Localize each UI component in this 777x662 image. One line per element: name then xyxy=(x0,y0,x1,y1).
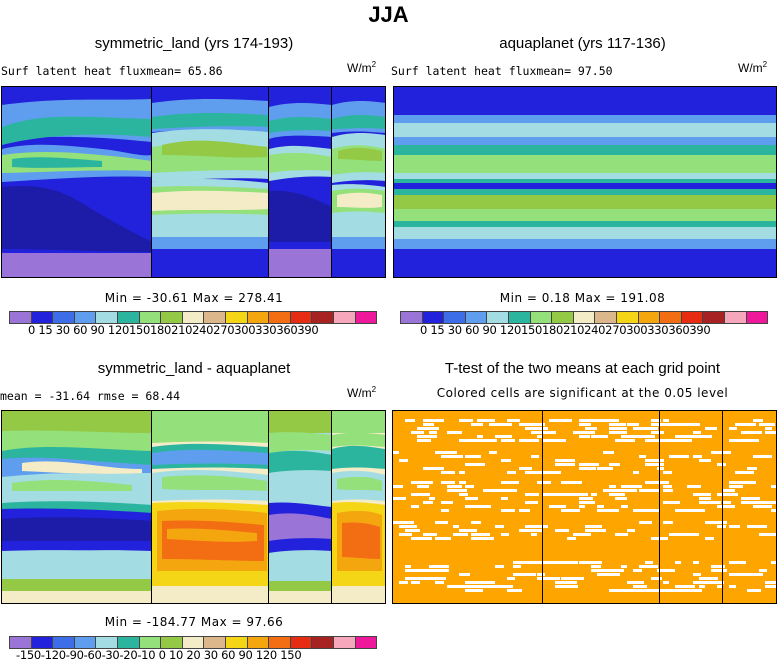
panel1-contours xyxy=(2,87,385,277)
colorbar-swatch xyxy=(269,312,291,323)
panel3-colorbar-labels: -150-120-90-60-30-20-10 0 10 20 30 60 90… xyxy=(16,648,302,662)
colorbar-swatch xyxy=(487,312,509,323)
panel2-units: W/m2 xyxy=(738,60,768,75)
panel1-map xyxy=(1,86,386,278)
panel2-map xyxy=(393,86,777,278)
colorbar-swatch xyxy=(746,312,768,323)
panel4-subtitle: Colored cells are significant at the 0.0… xyxy=(436,386,729,400)
colorbar-swatch xyxy=(508,312,531,323)
panel1-minmax: Min = -30.61 Max = 278.41 xyxy=(104,291,284,305)
colorbar-swatch xyxy=(290,637,313,648)
colorbar-swatch xyxy=(53,637,75,648)
colorbar-swatch xyxy=(290,312,313,323)
panel3-minmax: Min = -184.77 Max = 97.66 xyxy=(104,615,284,629)
colorbar-swatch xyxy=(225,312,248,323)
colorbar-swatch xyxy=(117,312,140,323)
colorbar-swatch xyxy=(204,312,226,323)
panel1-colorbar xyxy=(9,311,377,324)
panel2-colorbar-labels: 0 15 30 60 90 12015018021024027030033036… xyxy=(420,323,711,337)
colorbar-swatch xyxy=(465,312,488,323)
colorbar-swatch xyxy=(552,312,574,323)
colorbar-swatch xyxy=(312,312,334,323)
panel1-colorbar-labels: 0 15 30 60 90 12015018021024027030033036… xyxy=(28,323,319,337)
colorbar-swatch xyxy=(161,637,183,648)
colorbar-swatch xyxy=(117,637,140,648)
figure-title: JJA xyxy=(368,2,409,27)
colorbar-swatch xyxy=(225,637,248,648)
panel3-units: W/m2 xyxy=(347,385,377,400)
colorbar-swatch xyxy=(247,637,270,648)
panel2-title: aquaplanet (yrs 117-136) xyxy=(499,35,666,52)
colorbar-swatch xyxy=(638,312,661,323)
colorbar-swatch xyxy=(139,312,162,323)
panel1-units: W/m2 xyxy=(347,60,377,75)
colorbar-swatch xyxy=(74,637,97,648)
colorbar-swatch xyxy=(660,312,682,323)
colorbar-swatch xyxy=(355,637,377,648)
panel1-title: symmetric_land (yrs 174-193) xyxy=(94,35,294,52)
panel4-title: T-test of the two means at each grid poi… xyxy=(444,360,721,377)
panel2-contours xyxy=(394,87,776,277)
colorbar-swatch xyxy=(96,312,118,323)
colorbar-swatch xyxy=(139,637,162,648)
colorbar-swatch xyxy=(703,312,725,323)
colorbar-swatch xyxy=(182,312,205,323)
panel3-varline: mean = -31.64 rmse = 68.44 xyxy=(0,389,181,403)
colorbar-swatch xyxy=(247,312,270,323)
colorbar-swatch xyxy=(53,312,75,323)
colorbar-swatch xyxy=(31,637,54,648)
panel1-varline: Surf latent heat fluxmean= 65.86 xyxy=(1,64,223,78)
colorbar-swatch xyxy=(724,312,747,323)
panel2-colorbar xyxy=(400,311,768,324)
colorbar-swatch xyxy=(204,637,226,648)
colorbar-swatch xyxy=(161,312,183,323)
panel3-contours xyxy=(2,411,385,603)
colorbar-swatch xyxy=(10,312,32,323)
colorbar-swatch xyxy=(681,312,704,323)
colorbar-swatch xyxy=(573,312,596,323)
colorbar-swatch xyxy=(312,637,334,648)
colorbar-swatch xyxy=(355,312,377,323)
panel2-varline: Surf latent heat fluxmean= 97.50 xyxy=(391,64,613,78)
colorbar-swatch xyxy=(182,637,205,648)
colorbar-swatch xyxy=(269,637,291,648)
colorbar-swatch xyxy=(616,312,639,323)
colorbar-swatch xyxy=(10,637,32,648)
panel3-map xyxy=(1,410,386,604)
colorbar-swatch xyxy=(96,637,118,648)
panel3-colorbar xyxy=(9,636,377,649)
panel4-significance xyxy=(393,411,776,603)
colorbar-swatch xyxy=(333,637,356,648)
colorbar-swatch xyxy=(422,312,445,323)
colorbar-swatch xyxy=(74,312,97,323)
panel2-minmax: Min = 0.18 Max = 191.08 xyxy=(499,291,666,305)
colorbar-swatch xyxy=(444,312,466,323)
panel3-title: symmetric_land - aquaplanet xyxy=(97,360,291,377)
colorbar-swatch xyxy=(333,312,356,323)
colorbar-swatch xyxy=(530,312,553,323)
panel4-map xyxy=(392,410,777,604)
colorbar-swatch xyxy=(401,312,423,323)
colorbar-swatch xyxy=(595,312,617,323)
colorbar-swatch xyxy=(31,312,54,323)
